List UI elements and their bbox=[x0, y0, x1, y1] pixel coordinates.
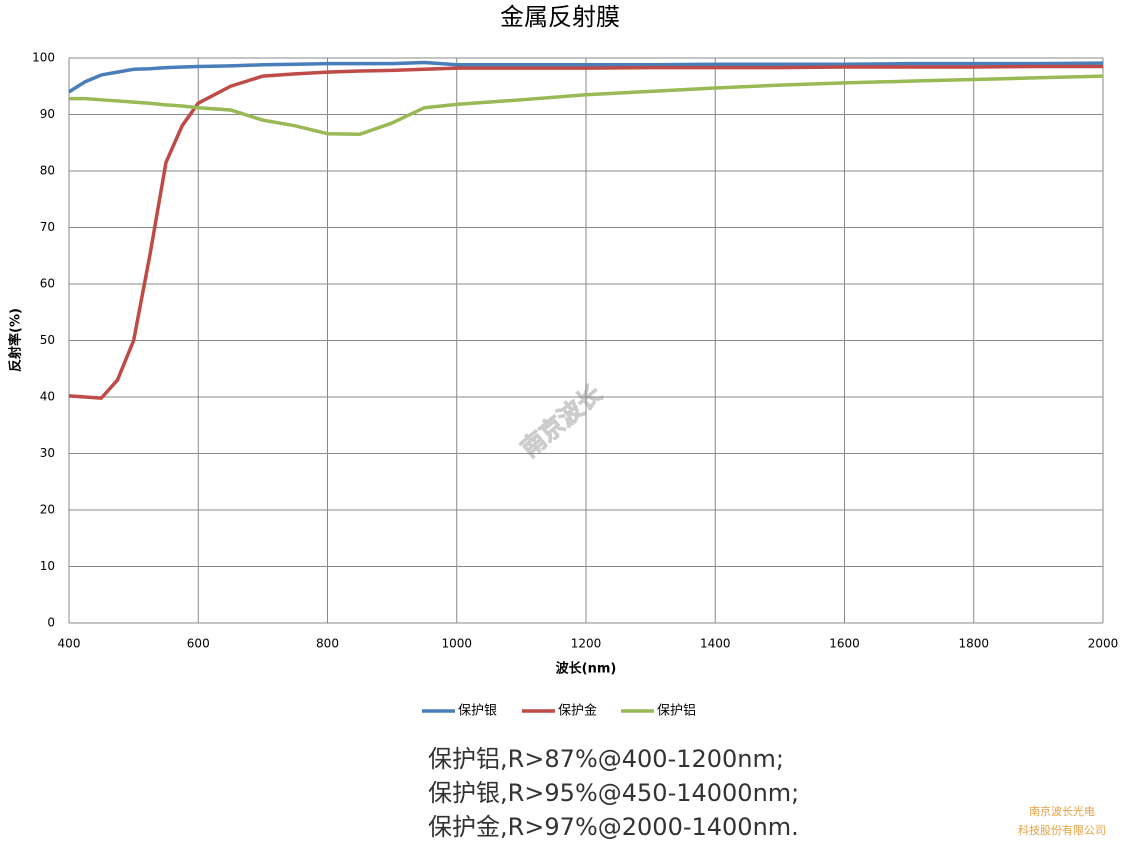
x-tick-label: 1400 bbox=[700, 637, 731, 651]
x-tick-label: 400 bbox=[58, 637, 81, 651]
series-line bbox=[69, 74, 1104, 137]
y-tick-label: 0 bbox=[47, 616, 55, 630]
legend-label: 保护铝 bbox=[657, 704, 696, 719]
x-tick-label: 1800 bbox=[958, 637, 989, 651]
legend-label: 保护金 bbox=[558, 703, 597, 719]
company-line: 南京波长光电 bbox=[1029, 804, 1095, 818]
annotation: 保护银,R>95%@450-14000nm; bbox=[428, 779, 799, 807]
watermark: 南京波长 bbox=[516, 379, 608, 463]
y-axis-label: 反射率(%) bbox=[8, 308, 24, 372]
x-axis-label: 波长(nm) bbox=[556, 661, 617, 677]
x-tick-label: 1200 bbox=[571, 637, 602, 651]
legend-label: 保护银 bbox=[458, 704, 497, 719]
y-tick-label: 60 bbox=[40, 277, 55, 291]
y-tick-label: 50 bbox=[40, 333, 55, 347]
series-line bbox=[68, 64, 1103, 400]
y-tick-label: 20 bbox=[40, 503, 55, 517]
y-tick-label: 30 bbox=[40, 446, 55, 460]
chart-title: 金属反射膜 bbox=[500, 3, 620, 31]
y-tick-label: 70 bbox=[40, 220, 55, 234]
x-tick-label: 1600 bbox=[829, 637, 860, 651]
x-tick-label: 800 bbox=[316, 637, 339, 651]
y-tick-label: 40 bbox=[40, 390, 55, 404]
y-tick-label: 90 bbox=[40, 107, 55, 121]
y-tick-label: 80 bbox=[40, 164, 55, 178]
y-tick-label: 10 bbox=[40, 559, 55, 573]
annotation: 保护金,R>97%@2000-1400nm. bbox=[428, 813, 799, 841]
series-line bbox=[68, 60, 1104, 94]
company-line: 科技股份有限公司 bbox=[1018, 823, 1106, 837]
x-tick-label: 600 bbox=[187, 637, 210, 651]
x-tick-label: 1000 bbox=[441, 637, 472, 651]
annotation: 保护铝,R>87%@400-1200nm; bbox=[428, 745, 784, 773]
x-tick-label: 2000 bbox=[1088, 637, 1119, 651]
y-tick-label: 100 bbox=[32, 51, 55, 65]
